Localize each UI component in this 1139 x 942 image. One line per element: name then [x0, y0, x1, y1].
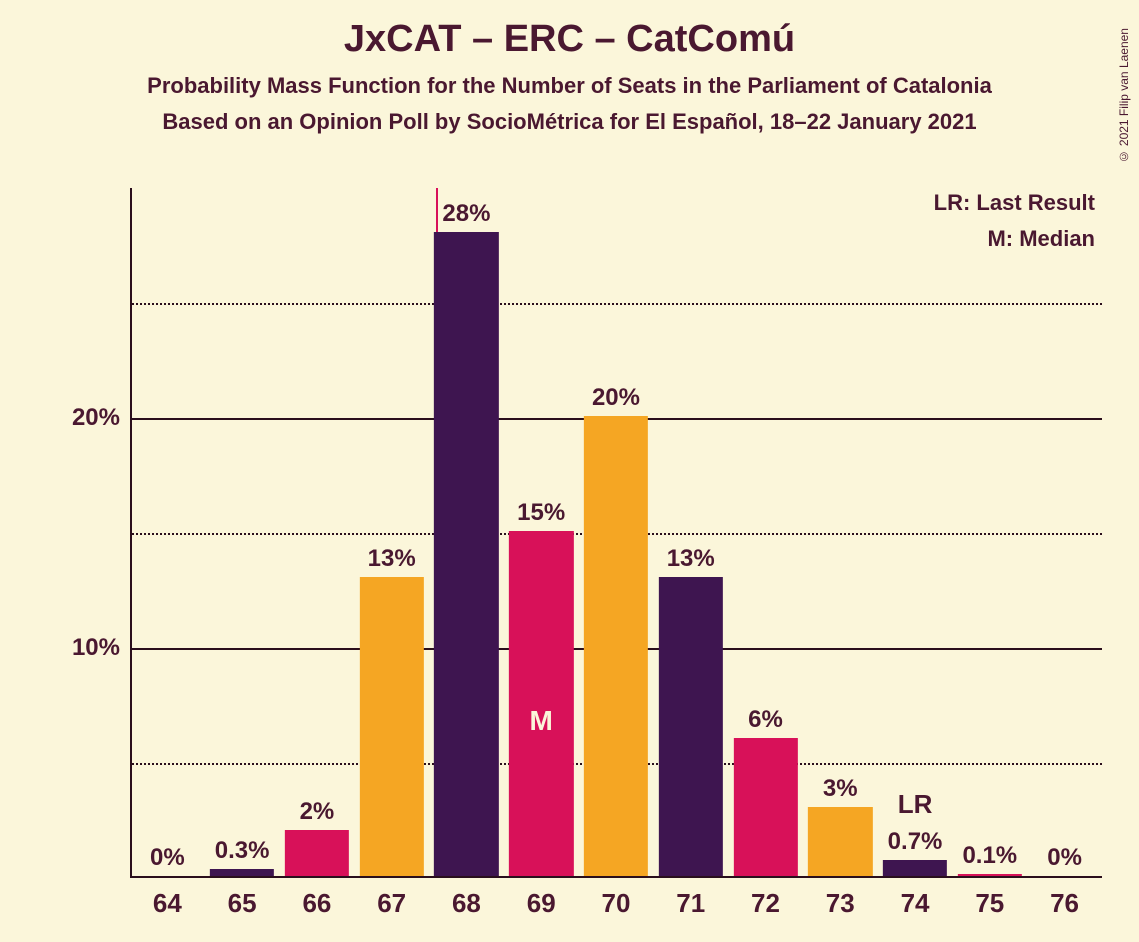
- bar: [584, 416, 648, 876]
- bar-slot: 13%71: [653, 188, 728, 878]
- x-tick-label: 74: [901, 888, 930, 919]
- x-tick-label: 73: [826, 888, 855, 919]
- bar-slot: 20%70: [579, 188, 654, 878]
- chart-title: JxCAT – ERC – CatComú: [0, 18, 1139, 61]
- x-tick-label: 72: [751, 888, 780, 919]
- x-tick-label: 71: [676, 888, 705, 919]
- x-tick-label: 76: [1050, 888, 1079, 919]
- x-tick-label: 75: [975, 888, 1004, 919]
- bar: [808, 807, 872, 876]
- bar-value-label: 13%: [368, 545, 416, 573]
- chart-subtitle-2: Based on an Opinion Poll by SocioMétrica…: [0, 109, 1139, 135]
- bar-slot: 3%73: [803, 188, 878, 878]
- bar-value-label: 0.1%: [962, 842, 1017, 870]
- bar: [285, 830, 349, 876]
- bar-value-label: 13%: [667, 545, 715, 573]
- bar-value-label: 28%: [442, 200, 490, 228]
- bar-slot: LR0.7%74: [878, 188, 953, 878]
- bar-slot: 13%67: [354, 188, 429, 878]
- bar-slot: 0%76: [1027, 188, 1102, 878]
- x-tick-label: 68: [452, 888, 481, 919]
- bar-value-label: 6%: [748, 706, 783, 734]
- bar-value-label: 0.7%: [888, 828, 943, 856]
- bar-slot: 28%68: [429, 188, 504, 878]
- bar-slot: 6%72: [728, 188, 803, 878]
- bar-value-label: 2%: [300, 798, 335, 826]
- copyright-text: © 2021 Filip van Laenen: [1117, 28, 1131, 163]
- bar-value-label: 0%: [1047, 844, 1082, 872]
- bar-slot: 15%M69: [504, 188, 579, 878]
- x-tick-label: 67: [377, 888, 406, 919]
- x-tick-label: 66: [302, 888, 331, 919]
- bar-slot: 0.1%75: [952, 188, 1027, 878]
- bar-value-label: 0.3%: [215, 837, 270, 865]
- lr-annotation: LR: [898, 789, 933, 820]
- chart-subtitle-1: Probability Mass Function for the Number…: [0, 73, 1139, 99]
- bar-slot: 0.3%65: [205, 188, 280, 878]
- bar-value-label: 20%: [592, 384, 640, 412]
- bar-value-label: 0%: [150, 844, 185, 872]
- bar: [210, 869, 274, 876]
- chart-area: 0%640.3%652%6613%6728%6815%M6920%7013%71…: [56, 188, 1102, 878]
- bar: [434, 232, 498, 876]
- y-tick-label: 10%: [56, 634, 120, 662]
- bar: [883, 860, 947, 876]
- y-tick-label: 20%: [56, 404, 120, 432]
- bar-slot: 0%64: [130, 188, 205, 878]
- x-tick-label: 69: [527, 888, 556, 919]
- bar-value-label: 15%: [517, 499, 565, 527]
- bar: [733, 738, 797, 876]
- bar-value-label: 3%: [823, 775, 858, 803]
- median-annotation: M: [530, 705, 553, 737]
- bar: [360, 577, 424, 876]
- x-tick-label: 70: [602, 888, 631, 919]
- bar-slot: 2%66: [280, 188, 355, 878]
- bar: [659, 577, 723, 876]
- x-tick-label: 65: [228, 888, 257, 919]
- x-tick-label: 64: [153, 888, 182, 919]
- bars-container: 0%640.3%652%6613%6728%6815%M6920%7013%71…: [130, 188, 1102, 878]
- bar: [958, 874, 1022, 876]
- bar: [509, 531, 573, 876]
